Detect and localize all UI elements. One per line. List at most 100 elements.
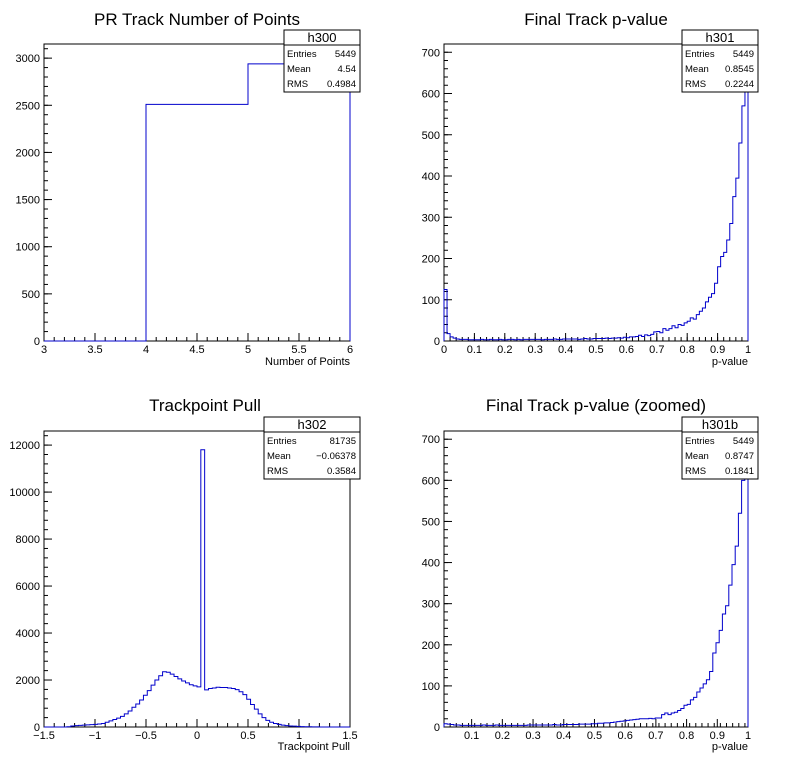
x-tick-label: 1 — [296, 730, 302, 742]
y-tick-label: 12000 — [9, 440, 40, 452]
stats-value: 81735 — [330, 436, 356, 447]
y-tick-label: 600 — [422, 475, 440, 487]
histogram-series — [443, 43, 749, 341]
x-tick-label: 1 — [745, 730, 751, 742]
stats-label: RMS — [287, 79, 308, 90]
x-axis-label: p-value — [712, 356, 748, 368]
stats-label: RMS — [685, 466, 706, 477]
stats-value: 4.54 — [338, 64, 357, 75]
stats-value: 0.2244 — [725, 79, 754, 90]
x-tick-label: 0 — [441, 344, 447, 356]
x-tick-label: 0.7 — [649, 344, 664, 356]
stats-label: Entries — [685, 49, 715, 60]
y-tick-label: 700 — [422, 434, 440, 446]
stats-label: Entries — [267, 436, 297, 447]
x-axis-label: p-value — [712, 741, 748, 753]
stats-value: 0.3584 — [327, 466, 356, 477]
stats-value: 5449 — [335, 49, 356, 60]
x-tick-label: −0.5 — [135, 730, 157, 742]
y-tick-label: 0 — [34, 336, 40, 348]
x-tick-label: 0.3 — [528, 344, 543, 356]
x-tick-label: 0.9 — [710, 730, 725, 742]
y-tick-label: 1000 — [16, 242, 40, 254]
x-tick-label: 0.6 — [619, 344, 634, 356]
y-tick-label: 500 — [422, 130, 440, 142]
stats-label: Mean — [287, 64, 311, 75]
x-tick-label: 0.8 — [680, 344, 695, 356]
x-tick-label: 0.1 — [464, 730, 479, 742]
chart-panel-4: Final Track p-value (zoomed) 0 100 200 300 40… — [422, 396, 759, 753]
y-tick-label: 10000 — [9, 487, 40, 499]
stats-value: −0.06378 — [316, 451, 356, 462]
x-tick-label: 0.9 — [710, 344, 725, 356]
x-tick-label: 4.5 — [189, 344, 204, 356]
chart-title: Trackpoint Pull — [149, 396, 261, 415]
y-tick-label: 1500 — [16, 195, 40, 207]
stats-box-frame — [681, 29, 759, 93]
x-tick-label: 0.4 — [556, 730, 571, 742]
stats-box: h300 Entries 5449 Mean 4.54 RMS 0.4984 — [283, 29, 361, 93]
y-tick-label: 300 — [422, 599, 440, 611]
stats-value: 5449 — [733, 49, 754, 60]
x-tick-label: 0.4 — [558, 344, 573, 356]
y-tick-label: 2000 — [16, 675, 40, 687]
x-tick-label: −1.5 — [33, 730, 55, 742]
y-tick-label: 3000 — [16, 53, 40, 65]
y-tick-label: 2000 — [16, 147, 40, 159]
y-tick-label: 300 — [422, 212, 440, 224]
x-tick-label: 0.5 — [588, 344, 603, 356]
stats-label: Entries — [685, 436, 715, 447]
chart-title: Final Track p-value — [524, 10, 668, 29]
x-tick-label: 0.5 — [240, 730, 255, 742]
y-tick-label: 500 — [22, 289, 40, 301]
x-tick-label: 1 — [745, 344, 751, 356]
y-tick-label: 6000 — [16, 581, 40, 593]
y-tick-label: 2500 — [16, 100, 40, 112]
x-tick-label: 0.2 — [497, 344, 512, 356]
stats-histogram-name: h301 — [706, 30, 735, 45]
x-tick-label: 0.8 — [679, 730, 694, 742]
y-tick-label: 700 — [422, 47, 440, 59]
stats-value: 5449 — [733, 436, 754, 447]
x-tick-label: 1.5 — [342, 730, 357, 742]
y-tick-label: 400 — [422, 558, 440, 570]
stats-label: Entries — [287, 49, 317, 60]
chart-title: PR Track Number of Points — [94, 10, 300, 29]
x-tick-label: 0 — [194, 730, 200, 742]
x-axis-label: Number of Points — [265, 356, 350, 368]
x-tick-label: 5 — [245, 344, 251, 356]
x-tick-label: −1 — [89, 730, 102, 742]
x-tick-label: 0.1 — [467, 344, 482, 356]
x-tick-label: 0.7 — [648, 730, 663, 742]
y-tick-label: 0 — [434, 722, 440, 734]
x-tick-label: 5.5 — [291, 344, 306, 356]
chart-title: Final Track p-value (zoomed) — [486, 396, 706, 415]
stats-box-frame — [283, 29, 361, 93]
x-tick-label: 0.3 — [525, 730, 540, 742]
stats-value: 0.8747 — [725, 451, 754, 462]
y-tick-label: 200 — [422, 640, 440, 652]
stats-label: RMS — [685, 79, 706, 90]
y-tick-label: 8000 — [16, 534, 40, 546]
y-tick-label: 4000 — [16, 628, 40, 640]
stats-histogram-name: h301b — [702, 417, 738, 432]
stats-box: h301 Entries 5449 Mean 0.8545 RMS 0.2244 — [681, 29, 759, 93]
y-tick-label: 600 — [422, 89, 440, 101]
histogram-series — [44, 63, 351, 342]
x-tick-label: 0.2 — [495, 730, 510, 742]
stats-box: h301b Entries 5449 Mean 0.8747 RMS 0.1841 — [681, 416, 759, 480]
y-tick-label: 500 — [422, 516, 440, 528]
chart-panel-1: PR Track Number of Points 0 500 1000 1500 200… — [16, 10, 361, 368]
stats-label: Mean — [267, 451, 291, 462]
stats-box-frame — [263, 416, 361, 480]
x-tick-label: 0.6 — [618, 730, 633, 742]
stats-value: 0.1841 — [725, 466, 754, 477]
x-tick-label: 0.5 — [587, 730, 602, 742]
y-tick-label: 100 — [422, 681, 440, 693]
x-tick-label: 3.5 — [87, 344, 102, 356]
histogram-series — [44, 449, 350, 728]
x-axis-label: Trackpoint Pull — [278, 741, 350, 753]
stats-histogram-name: h302 — [298, 417, 327, 432]
stats-histogram-name: h300 — [308, 30, 337, 45]
